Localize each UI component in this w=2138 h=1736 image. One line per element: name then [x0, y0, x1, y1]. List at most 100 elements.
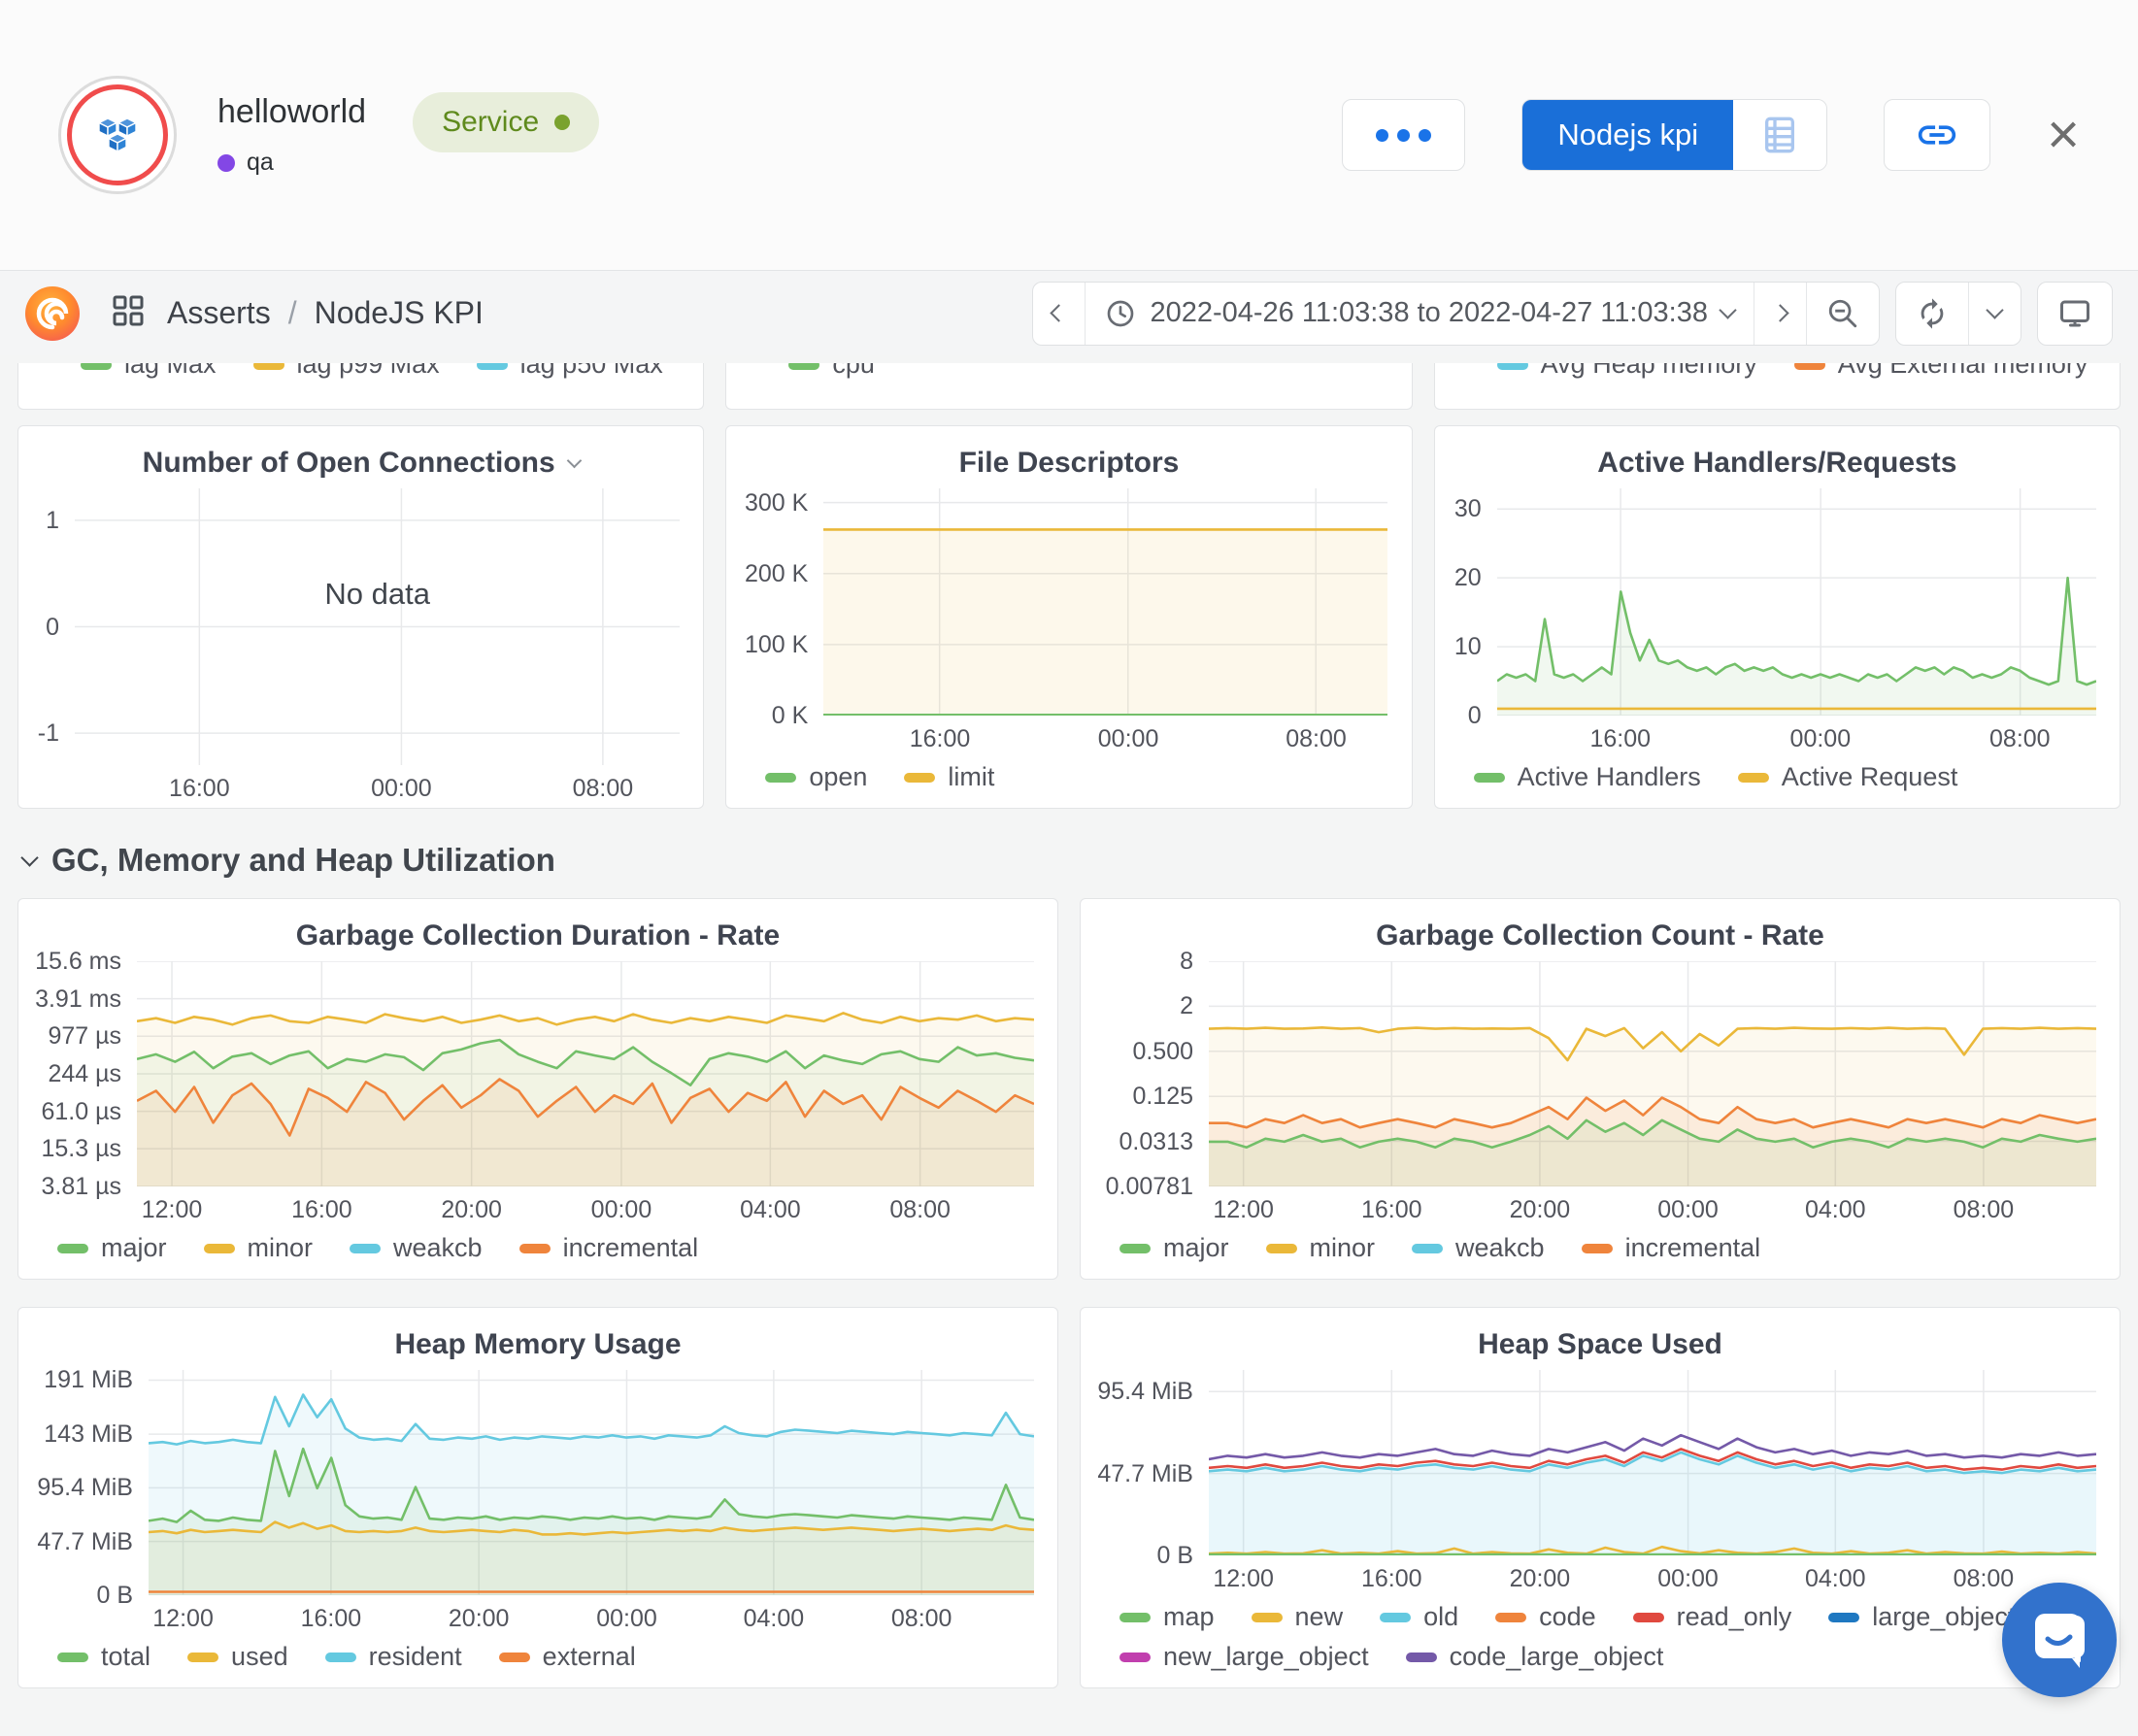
y-axis-tick: 15.6 ms: [35, 948, 121, 975]
kiosk-mode-button[interactable]: [2038, 283, 2112, 345]
legend-item-weakcb[interactable]: weakcb: [350, 1233, 483, 1263]
heap-space-chart[interactable]: 95.4 MiB 47.7 MiB 0 B: [1081, 1370, 2120, 1569]
legend-item-limit[interactable]: limit: [904, 762, 994, 792]
time-shift-back-button[interactable]: [1033, 283, 1085, 345]
legend-item-lag-max[interactable]: lag Max: [81, 363, 217, 380]
legend-item-minor[interactable]: minor: [1265, 1233, 1375, 1263]
x-axis-tick: 20:00: [448, 1605, 510, 1632]
breadcrumb-app[interactable]: Asserts: [167, 295, 271, 330]
legend-label: incremental: [1624, 1233, 1761, 1262]
legend-swatch-icon: [1496, 363, 1528, 370]
dashboard-list-button[interactable]: [1733, 100, 1827, 170]
legend-item-resident[interactable]: resident: [324, 1642, 462, 1672]
service-avatar[interactable]: [58, 76, 177, 194]
legend-item-active-request[interactable]: Active Request: [1737, 762, 1957, 792]
legend-swatch-icon: [518, 1243, 551, 1253]
legend-item-code_large_object[interactable]: code_large_object: [1405, 1642, 1663, 1672]
legend-item-new[interactable]: new: [1251, 1602, 1343, 1632]
legend-swatch-icon: [187, 1652, 219, 1662]
legend-label: map: [1163, 1602, 1215, 1631]
close-icon[interactable]: ×: [2047, 103, 2080, 166]
legend-item-cpu[interactable]: cpu: [788, 363, 875, 380]
gc-count-chart[interactable]: 8 2 0.500 0.125 0.0313 0.00781: [1081, 948, 2120, 1200]
heap-memory-chart[interactable]: 191 MiB 143 MiB 95.4 MiB 47.7 MiB 0 B: [18, 1366, 1057, 1609]
legend-item-open[interactable]: open: [765, 762, 867, 792]
legend-label: old: [1423, 1602, 1459, 1631]
legend-label: lag Max: [124, 363, 217, 379]
y-axis-tick: 10: [1453, 633, 1482, 661]
panel-title[interactable]: Garbage Collection Duration - Rate: [295, 919, 781, 951]
x-axis-tick: 04:00: [740, 1196, 801, 1223]
y-axis-tick: 0.00781: [1105, 1173, 1193, 1200]
file-descriptors-chart[interactable]: 300 K 200 K 100 K 0 K: [726, 488, 1411, 729]
legend-label: Avg Heap memory: [1540, 363, 1757, 379]
legend-item-map[interactable]: map: [1119, 1602, 1215, 1632]
legend-item-active-handlers[interactable]: Active Handlers: [1473, 762, 1701, 792]
legend-item-external[interactable]: external: [498, 1642, 636, 1672]
legend-item-lag-p99-max[interactable]: lag p99 Max: [252, 363, 440, 380]
apps-grid-icon[interactable]: [111, 293, 146, 333]
section-gc-memory[interactable]: GC, Memory and Heap Utilization: [20, 842, 2138, 879]
legend-swatch-icon: [1495, 1612, 1527, 1622]
legend-label: cpu: [832, 363, 875, 379]
x-axis-tick: 00:00: [1097, 725, 1159, 752]
legend-item-major[interactable]: major: [57, 1233, 167, 1263]
env-dot-icon: [217, 153, 235, 172]
y-axis-tick: 47.7 MiB: [1097, 1459, 1193, 1487]
refresh-group: [1895, 281, 2021, 346]
x-axis-tick: 16:00: [291, 1196, 352, 1223]
legend-swatch-icon: [1380, 1612, 1412, 1622]
active-handlers-chart[interactable]: 30 20 10 0: [1435, 488, 2120, 729]
zoom-out-button[interactable]: [1806, 282, 1879, 345]
x-axis-tick: 04:00: [1805, 1565, 1866, 1592]
legend-item-avg-heap-memory[interactable]: Avg Heap memory: [1496, 363, 1757, 380]
panel-title[interactable]: Number of Open Connections: [18, 426, 703, 483]
panel-title[interactable]: Garbage Collection Count - Rate: [1376, 919, 1824, 951]
y-axis-tick: 3.81 µs: [41, 1173, 121, 1200]
legend-item-lag-p50-max[interactable]: lag p50 Max: [476, 363, 663, 380]
panel-title[interactable]: Heap Memory Usage: [394, 1328, 682, 1360]
legend-item-incremental[interactable]: incremental: [1581, 1233, 1761, 1263]
time-range-picker[interactable]: 2022-04-26 11:03:38 to 2022-04-27 11:03:…: [1085, 282, 1754, 345]
breadcrumb-page[interactable]: NodeJS KPI: [314, 295, 484, 330]
gc-duration-chart[interactable]: 15.6 ms 3.91 ms 977 µs 244 µs 61.0 µs 15.3 µs…: [18, 948, 1057, 1200]
legend-item-used[interactable]: used: [187, 1642, 288, 1672]
legend-item-minor[interactable]: minor: [203, 1233, 313, 1263]
time-shift-forward-button[interactable]: [1754, 282, 1806, 345]
y-axis-tick: 20: [1453, 564, 1482, 592]
tab-nodejs-kpi[interactable]: Nodejs kpi: [1522, 100, 1734, 170]
legend-item-major[interactable]: major: [1119, 1233, 1229, 1263]
panel-title[interactable]: Heap Space Used: [1478, 1328, 1722, 1360]
chat-widget-button[interactable]: [2002, 1583, 2117, 1697]
y-axis-tick: 0: [46, 613, 59, 641]
legend-item-read_only[interactable]: read_only: [1632, 1602, 1791, 1632]
legend-item-weakcb[interactable]: weakcb: [1412, 1233, 1545, 1263]
x-axis-tick: 20:00: [1509, 1196, 1571, 1223]
panel-memory-clipped: Avg Heap memory Avg External memory: [1433, 363, 2121, 410]
chat-bubble-icon: [2035, 1614, 2085, 1668]
legend-item-code[interactable]: code: [1495, 1602, 1596, 1632]
copy-link-button[interactable]: [1884, 99, 1991, 171]
x-axis-tick: 08:00: [1953, 1565, 2015, 1592]
panel-title[interactable]: Active Handlers/Requests: [1597, 447, 1957, 479]
x-axis-tick: 16:00: [1361, 1565, 1422, 1592]
legend-label: Active Handlers: [1517, 762, 1701, 791]
refresh-interval-dropdown[interactable]: [1968, 282, 2021, 345]
legend-item-large_object[interactable]: large_object: [1828, 1602, 2015, 1632]
open-connections-chart[interactable]: 1 0 -1 No data: [18, 488, 703, 765]
legend-label: large_object: [1872, 1602, 2016, 1631]
legend-swatch-icon: [252, 363, 284, 370]
legend-item-avg-external-memory[interactable]: Avg External memory: [1793, 363, 2088, 380]
x-axis-tick: 16:00: [1361, 1196, 1422, 1223]
legend-item-old[interactable]: old: [1380, 1602, 1458, 1632]
legend-item-incremental[interactable]: incremental: [518, 1233, 698, 1263]
legend-item-total[interactable]: total: [57, 1642, 150, 1672]
more-actions-button[interactable]: [1342, 99, 1466, 171]
clipped-panel-row: lag Max lag p99 Max lag p50 Max cpu Avg He…: [17, 363, 2121, 410]
refresh-button[interactable]: [1896, 283, 1968, 345]
panel-menu-chevron-icon[interactable]: [566, 452, 582, 468]
tv-group: [2037, 281, 2113, 346]
legend-label: new_large_object: [1163, 1642, 1369, 1671]
panel-title[interactable]: File Descriptors: [958, 447, 1180, 479]
legend-item-new_large_object[interactable]: new_large_object: [1119, 1642, 1369, 1672]
